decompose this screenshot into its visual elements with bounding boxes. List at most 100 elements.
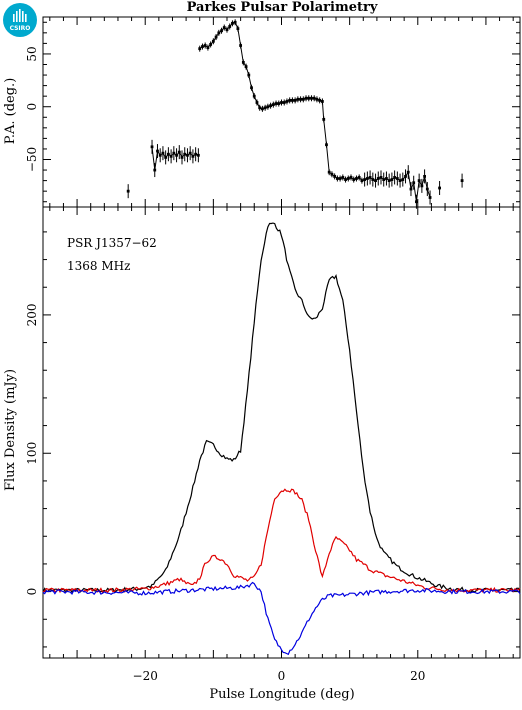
pa-point — [239, 44, 243, 47]
pa-point — [428, 196, 432, 199]
pa-y-tick-label: 0 — [25, 103, 39, 111]
pa-point — [183, 152, 187, 156]
pa-point — [156, 149, 159, 153]
pa-point — [231, 21, 234, 25]
pa-point — [271, 103, 275, 107]
pa-point — [344, 178, 347, 181]
pa-point — [180, 155, 184, 159]
pa-point — [126, 189, 130, 193]
pa-point — [175, 153, 178, 157]
pa-point — [379, 176, 383, 179]
pa-point — [307, 96, 311, 100]
x-tick-label: 20 — [410, 669, 425, 683]
pa-panel-frame — [42, 16, 521, 208]
pa-point — [320, 100, 324, 103]
pa-point — [255, 101, 259, 104]
pa-point — [233, 20, 237, 24]
pa-point — [288, 98, 292, 102]
pa-point — [211, 39, 215, 43]
pa-point — [274, 102, 278, 105]
pa-point — [217, 31, 221, 35]
pa-point — [406, 170, 410, 174]
pa-point — [186, 153, 189, 157]
pa-point — [423, 174, 426, 178]
pa-point — [222, 26, 226, 29]
pa-point — [412, 181, 416, 185]
pa-axis-label: P.A. (deg.) — [3, 78, 18, 145]
pa-point — [327, 170, 331, 174]
pa-point — [376, 177, 380, 180]
pa-point — [318, 98, 322, 102]
chart-title: Parkes Pulsar Polarimetry — [187, 0, 378, 15]
pa-point — [198, 47, 202, 51]
pa-point — [395, 177, 399, 180]
pa-point — [247, 73, 251, 77]
pa-point — [261, 107, 264, 111]
pa-point — [150, 145, 154, 149]
pa-point — [330, 172, 334, 176]
pa-point — [393, 176, 397, 179]
pa-point — [293, 98, 297, 102]
pa-point — [214, 35, 218, 39]
pa-point — [460, 179, 464, 183]
pa-point — [333, 174, 337, 178]
flux-y-tick-label: 200 — [25, 303, 39, 326]
pa-point — [263, 106, 267, 110]
annotation-frequency: 1368 MHz — [67, 259, 130, 273]
pa-point — [172, 151, 176, 155]
pa-point — [401, 178, 405, 181]
pa-point — [285, 100, 289, 103]
pa-point — [312, 96, 316, 100]
pa-point — [363, 178, 367, 181]
pa-point — [244, 65, 248, 69]
pa-point — [201, 45, 204, 48]
pa-point — [325, 143, 328, 147]
pa-point — [357, 176, 361, 179]
pa-data-points — [126, 19, 464, 209]
pa-point — [398, 179, 402, 183]
circular-polarization-line — [42, 581, 521, 656]
x-axis-label: Pulse Longitude (deg) — [209, 687, 354, 702]
pa-point — [166, 152, 170, 156]
csiro-logo-bars-icon — [13, 9, 27, 22]
pa-point — [387, 179, 391, 183]
pa-point — [277, 102, 281, 105]
pa-point — [360, 179, 364, 183]
pa-point — [252, 94, 256, 98]
pa-point — [282, 101, 286, 104]
pa-point — [228, 25, 232, 28]
pa-point — [301, 97, 305, 101]
pa-point — [169, 154, 173, 158]
pa-point — [322, 117, 326, 121]
pa-point — [365, 177, 369, 180]
pa-point — [153, 168, 157, 172]
pa-point — [196, 153, 200, 157]
pa-point — [338, 177, 342, 180]
pa-point — [188, 151, 192, 155]
pa-point — [241, 60, 245, 64]
pa-point — [236, 27, 240, 31]
flux-axis-label: Flux Density (mJy) — [3, 369, 18, 491]
pa-point — [368, 176, 372, 179]
pa-point — [258, 106, 262, 110]
pa-point — [266, 105, 270, 109]
pa-point — [304, 96, 308, 100]
pa-point — [209, 43, 213, 46]
pa-point — [420, 184, 424, 188]
pa-point — [299, 97, 302, 101]
pa-point — [296, 97, 300, 101]
pa-point — [349, 176, 353, 179]
pa-point — [250, 86, 253, 90]
pa-point — [417, 179, 421, 183]
flux-y-tick-label: 0 — [25, 588, 39, 596]
pa-point — [177, 150, 181, 154]
total-intensity-line — [42, 222, 521, 594]
pa-point — [341, 176, 345, 179]
pa-point — [164, 155, 168, 159]
pa-point — [352, 178, 356, 181]
pa-point — [425, 187, 429, 191]
pa-point — [191, 154, 195, 158]
pa-point — [269, 104, 272, 108]
